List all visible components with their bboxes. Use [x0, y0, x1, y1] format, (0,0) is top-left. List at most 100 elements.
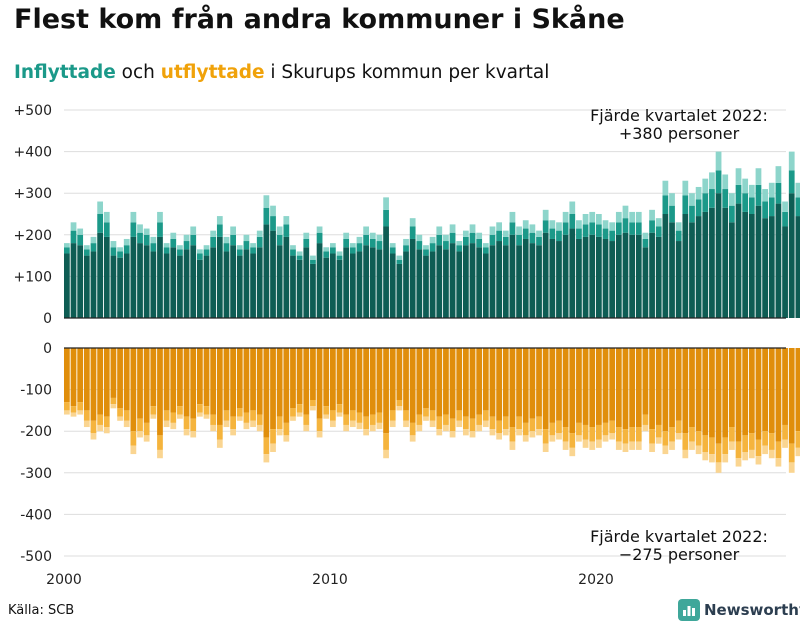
bar-in-1	[270, 216, 276, 231]
bar-in-0	[403, 251, 409, 318]
bar-in-2	[216, 216, 223, 225]
bar-in-2	[516, 226, 522, 235]
bar-in-0	[516, 245, 522, 318]
bar-out-0	[615, 348, 622, 428]
y-tick-label-bottom: -100	[20, 383, 52, 399]
bar-out-1	[316, 418, 323, 432]
bar-in-1	[562, 222, 569, 235]
bar-chart-icon	[678, 599, 700, 621]
bar-out-2	[223, 420, 230, 428]
bar-out-2	[296, 412, 303, 417]
bar-in-1	[443, 241, 449, 250]
bar-in-1	[103, 222, 110, 237]
bar-in-1	[496, 230, 502, 242]
bar-in-0	[502, 245, 509, 318]
bar-out-2	[190, 431, 197, 438]
bar-in-0	[436, 245, 443, 318]
bar-out-0	[768, 348, 775, 434]
bar-in-1	[389, 247, 396, 254]
bar-in-2	[97, 201, 103, 214]
bar-in-0	[416, 249, 423, 318]
bar-out-2	[103, 427, 110, 434]
bar-out-1	[110, 397, 117, 405]
bar-in-0	[263, 224, 270, 318]
bar-in-2	[243, 234, 250, 242]
bar-out-2	[502, 429, 509, 436]
bar-out-2	[356, 422, 363, 430]
bar-out-2	[389, 420, 396, 428]
bar-out-1	[642, 414, 649, 425]
bar-in-1	[609, 230, 616, 242]
x-tick-label: 2010	[312, 572, 348, 588]
bar-out-1	[376, 412, 383, 423]
bar-in-0	[137, 243, 143, 318]
bar-out-0	[529, 348, 536, 419]
bar-in-2	[429, 236, 436, 244]
bar-in-1	[569, 214, 576, 229]
bar-in-0	[768, 216, 775, 318]
y-tick-label-bottom: -200	[20, 424, 52, 440]
bar-out-0	[290, 348, 296, 409]
bar-in-1	[230, 234, 236, 246]
bar-in-1	[695, 199, 702, 217]
bar-out-0	[83, 348, 90, 411]
bar-out-2	[463, 429, 469, 436]
bar-in-0	[576, 238, 582, 318]
bar-in-0	[629, 234, 635, 318]
bar-in-1	[502, 236, 509, 246]
bar-in-2	[210, 230, 217, 237]
bar-in-2	[675, 222, 682, 231]
bar-in-1	[675, 230, 682, 242]
bar-out-1	[702, 435, 709, 452]
bar-out-1	[243, 412, 250, 423]
bar-out-0	[502, 348, 509, 417]
bar-in-1	[615, 222, 622, 235]
bar-in-0	[70, 243, 77, 318]
bar-out-2	[323, 414, 330, 419]
bar-in-2	[316, 226, 323, 233]
bar-in-0	[529, 243, 536, 318]
bar-in-0	[203, 255, 210, 318]
bar-in-0	[197, 259, 203, 318]
y-tick-label-bottom: 0	[43, 341, 52, 357]
bar-out-1	[482, 410, 489, 421]
bar-out-2	[330, 420, 336, 428]
bar-out-2	[369, 424, 376, 432]
annotation-top-line1: Fjärde kvartalet 2022:	[590, 106, 768, 125]
bar-out-1	[310, 400, 316, 407]
bar-out-2	[310, 406, 316, 411]
bar-out-0	[556, 348, 562, 421]
bar-out-0	[576, 348, 582, 423]
bar-in-2	[669, 193, 675, 206]
bar-out-0	[157, 348, 163, 436]
bar-out-0	[64, 348, 70, 403]
bar-in-2	[103, 211, 110, 223]
grid-lines	[64, 109, 786, 557]
bar-out-2	[729, 441, 735, 450]
bar-out-2	[576, 435, 582, 442]
bar-out-0	[629, 348, 635, 428]
bar-out-1	[489, 416, 496, 430]
bar-in-0	[482, 253, 489, 318]
bar-out-0	[569, 348, 576, 434]
bar-out-0	[602, 348, 609, 423]
bar-out-2	[163, 420, 170, 428]
bar-out-2	[682, 449, 689, 459]
x-tick-labels: 2000 2010 2020	[46, 572, 614, 588]
bar-out-2	[762, 445, 768, 455]
bar-out-0	[256, 348, 263, 415]
bar-out-0	[236, 348, 243, 409]
bar-out-2	[782, 439, 788, 448]
bar-out-0	[77, 348, 84, 403]
bar-out-1	[103, 416, 110, 428]
bar-in-2	[443, 234, 449, 242]
bar-in-0	[143, 245, 150, 318]
bar-out-2	[788, 462, 795, 473]
bar-out-1	[64, 402, 70, 411]
bar-out-0	[409, 348, 416, 423]
bar-out-1	[117, 408, 123, 417]
bar-out-2	[429, 420, 436, 428]
bar-out-0	[542, 348, 549, 430]
source-note: Källa: SCB	[8, 603, 75, 618]
bar-out-1	[256, 414, 263, 425]
